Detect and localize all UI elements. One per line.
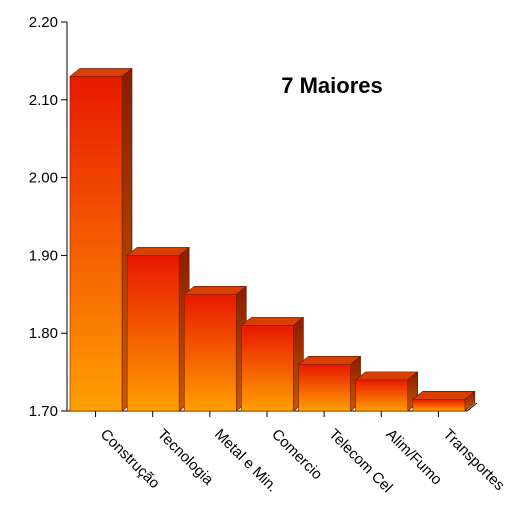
bar-front-face	[69, 76, 123, 412]
bar-top-face	[297, 356, 362, 365]
x-category-label: Construção	[97, 426, 163, 492]
bar-6	[354, 371, 419, 412]
floor-edge	[466, 402, 478, 412]
bars	[69, 67, 476, 412]
x-category-label: Transportes	[440, 426, 508, 494]
axes: 1.70 1.80 1.90 2.00 2.10 2.20	[29, 14, 478, 420]
bar-3	[183, 285, 248, 412]
bar-7	[412, 390, 476, 412]
bar-front-face	[412, 399, 466, 412]
bar-top-face	[412, 391, 476, 400]
bar-5	[297, 355, 362, 412]
bar-4	[240, 316, 305, 412]
bar-front-face	[298, 364, 351, 412]
bar-front-face	[241, 325, 294, 412]
y-tick-label: 2.00	[29, 170, 58, 187]
bar-2	[126, 246, 190, 412]
y-tick-label: 1.80	[29, 325, 58, 342]
y-tick-label: 2.20	[29, 14, 58, 31]
bar-top-face	[69, 68, 133, 77]
y-tick-label: 1.70	[29, 403, 58, 420]
bar-top-face	[126, 247, 190, 256]
bar-top-face	[354, 371, 419, 381]
bar-front-face	[183, 293, 237, 412]
bar-1	[69, 67, 133, 412]
bar-front-face	[126, 255, 180, 412]
x-category-label: Comercio	[268, 426, 325, 483]
y-tick-label: 1.90	[29, 247, 58, 264]
chart-title: 7 Maiores	[281, 73, 383, 98]
y-tick-label: 2.10	[29, 92, 58, 109]
bar-front-face	[355, 379, 409, 412]
bar-top-face	[183, 285, 248, 295]
bar-top-face	[240, 317, 305, 326]
